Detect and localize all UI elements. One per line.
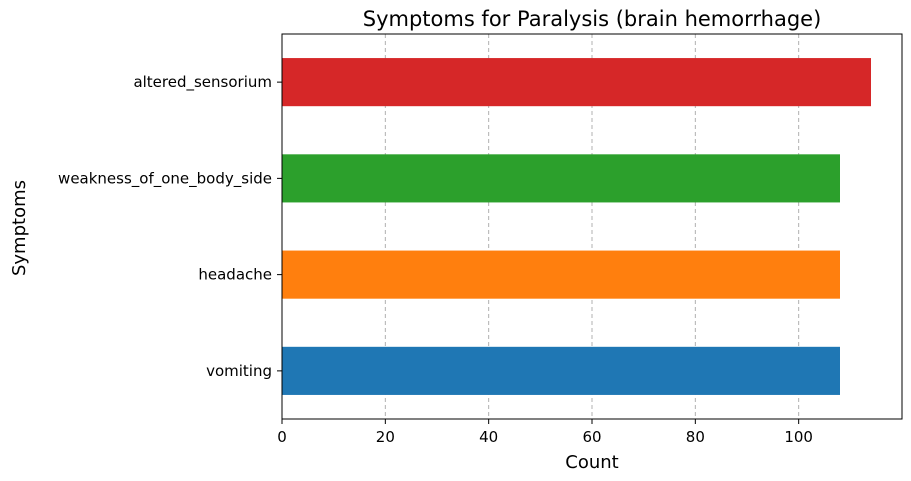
bar-weakness_of_one_body_side — [282, 154, 840, 203]
bar-altered_sensorium — [282, 58, 871, 107]
bar-vomiting — [282, 346, 840, 395]
y-axis-title: Symptoms — [9, 180, 30, 276]
y-tick-label: weakness_of_one_body_side — [58, 169, 272, 188]
chart-title: Symptoms for Paralysis (brain hemorrhage… — [363, 7, 822, 31]
x-tick-label: 20 — [376, 428, 395, 446]
x-tick-label: 80 — [686, 428, 705, 446]
bar-headache — [282, 250, 840, 299]
x-tick-label: 60 — [582, 428, 601, 446]
y-tick-label: headache — [198, 266, 272, 284]
x-tick-label: 40 — [479, 428, 498, 446]
y-axis-ticks: vomiting headache weakness_of_one_body_sid… — [58, 73, 282, 380]
x-tick-label: 100 — [784, 428, 813, 446]
bars — [282, 58, 871, 395]
x-axis-ticks: 0 20 40 60 80 100 — [277, 419, 813, 446]
x-axis-title: Count — [565, 452, 618, 473]
x-tick-label: 0 — [277, 428, 287, 446]
y-tick-label: vomiting — [206, 362, 272, 380]
y-tick-label: altered_sensorium — [133, 73, 272, 92]
